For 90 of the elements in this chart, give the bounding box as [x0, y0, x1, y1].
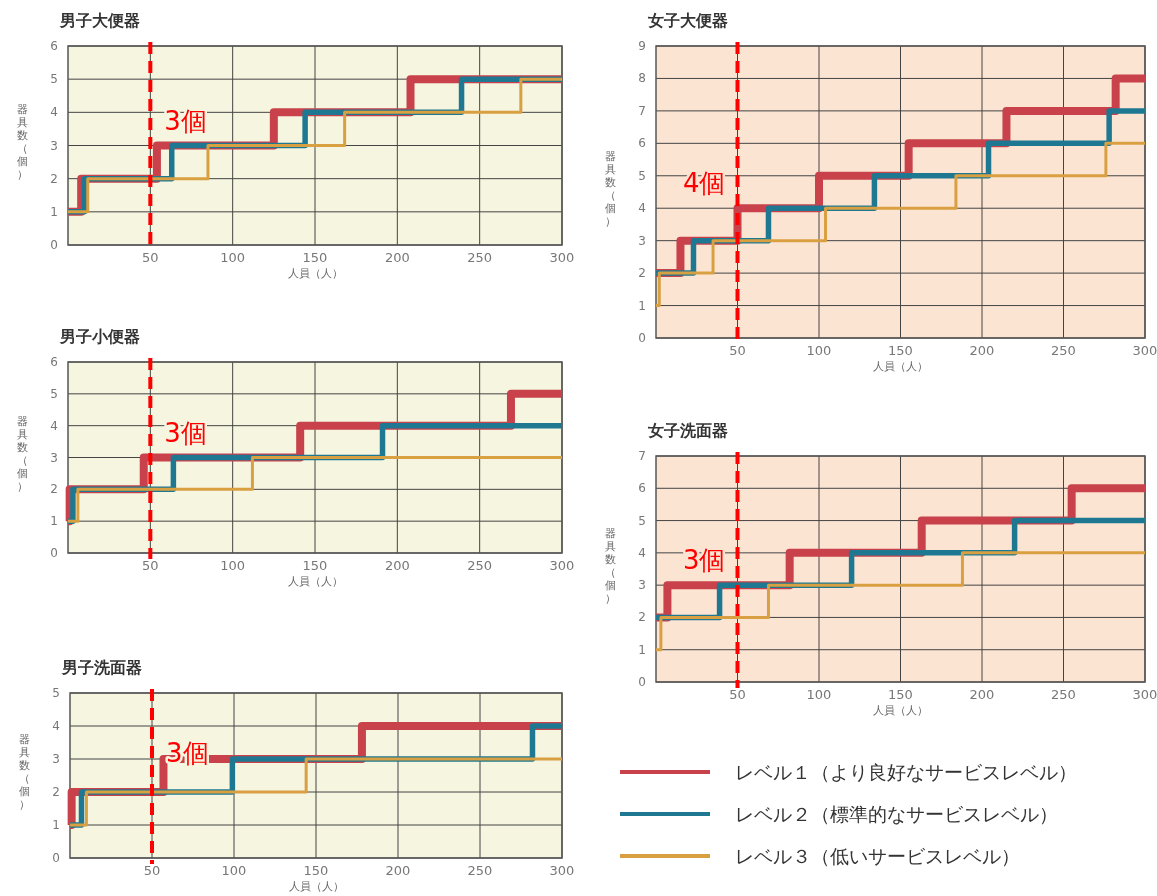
y-tick-label: 3	[50, 450, 58, 465]
chart-title: 男子小便器	[59, 327, 140, 346]
x-tick-label: 250	[467, 250, 493, 265]
y-tick-label: 3	[638, 578, 646, 593]
y-tick-label: 4	[50, 418, 58, 433]
x-tick-label: 250	[1051, 687, 1076, 702]
x-axis-title: 人員（人）	[873, 360, 928, 373]
legend-label: レベル１（より良好なサービスレベル）	[735, 761, 1077, 783]
x-tick-label: 50	[143, 863, 161, 878]
y-tick-label: 5	[50, 386, 58, 401]
x-tick-label: 150	[303, 863, 329, 878]
y-tick-label: 6	[50, 39, 58, 53]
y-tick-label: 4	[52, 719, 60, 733]
annotation: 3個	[164, 105, 207, 136]
y-tick-label: 1	[50, 514, 58, 529]
annotation: 3個	[164, 418, 207, 449]
chart-title: 男子洗面器	[61, 658, 142, 677]
y-tick-label: 5	[638, 168, 646, 183]
y-tick-label: 1	[638, 642, 646, 657]
x-axis-title: 人員（人）	[873, 704, 928, 717]
x-tick-label: 200	[384, 250, 410, 265]
y-tick-label: 6	[50, 355, 58, 369]
y-tick-label: 5	[638, 513, 646, 528]
y-axis-title: 器具数（個）	[604, 149, 616, 228]
y-tick-label: 2	[50, 171, 58, 186]
y-tick-label: 0	[638, 331, 646, 345]
y-tick-label: 5	[50, 72, 58, 87]
x-tick-label: 200	[969, 687, 995, 702]
x-tick-label: 100	[221, 863, 247, 878]
x-axis-title: 人員（人）	[287, 575, 343, 588]
x-tick-label: 100	[806, 687, 832, 702]
y-tick-label: 0	[50, 546, 58, 560]
y-axis-title: 器具数（個）	[16, 415, 28, 493]
y-tick-label: 2	[52, 785, 60, 799]
x-tick-label: 150	[888, 687, 913, 702]
x-tick-label: 50	[729, 343, 746, 358]
x-tick-label: 100	[220, 250, 246, 265]
x-tick-label: 300	[1132, 343, 1157, 358]
x-tick-label: 50	[142, 558, 159, 573]
y-tick-label: 6	[638, 136, 646, 151]
x-tick-label: 150	[302, 558, 328, 573]
annotation: 4個	[682, 168, 726, 198]
y-tick-label: 2	[638, 266, 646, 281]
x-tick-label: 300	[549, 863, 575, 878]
y-tick-label: 2	[50, 482, 58, 497]
x-tick-label: 150	[302, 250, 328, 265]
y-tick-label: 7	[638, 103, 646, 118]
x-tick-label: 50	[729, 687, 746, 702]
x-tick-label: 100	[220, 558, 246, 573]
y-tick-label: 0	[50, 238, 58, 252]
y-tick-label: 4	[50, 105, 58, 120]
y-tick-label: 4	[638, 545, 646, 560]
y-tick-label: 3	[50, 138, 58, 153]
x-tick-label: 300	[549, 558, 575, 573]
y-tick-label: 1	[638, 298, 646, 313]
x-tick-label: 150	[888, 343, 913, 358]
y-tick-label: 3	[52, 752, 60, 766]
x-axis-title: 人員（人）	[287, 267, 343, 280]
y-axis-title: 器具数（個）	[604, 526, 616, 605]
x-tick-label: 250	[467, 558, 493, 573]
y-tick-label: 0	[52, 851, 60, 865]
x-tick-label: 100	[806, 343, 832, 358]
x-tick-label: 200	[384, 558, 410, 573]
y-axis-title: 器具数（個）	[18, 733, 30, 811]
y-tick-label: 1	[52, 818, 60, 832]
x-tick-label: 250	[467, 863, 493, 878]
chart-title: 女子洗面器	[647, 421, 728, 440]
y-tick-label: 2	[638, 610, 646, 625]
chart-title: 男子大便器	[59, 11, 140, 30]
legend-label: レベル３（低いサービスレベル）	[735, 845, 1020, 867]
y-tick-label: 7	[638, 449, 646, 463]
x-tick-label: 50	[142, 250, 159, 265]
y-tick-label: 4	[638, 201, 646, 216]
x-tick-label: 250	[1051, 343, 1076, 358]
x-tick-label: 200	[385, 863, 411, 878]
y-tick-label: 8	[638, 71, 646, 86]
y-tick-label: 0	[638, 675, 646, 689]
legend-label: レベル２（標準的なサービスレベル）	[735, 803, 1058, 825]
y-tick-label: 5	[52, 686, 60, 700]
y-tick-label: 1	[50, 204, 58, 219]
y-tick-label: 9	[638, 39, 646, 53]
x-tick-label: 300	[1132, 687, 1157, 702]
x-tick-label: 200	[969, 343, 995, 358]
y-tick-label: 6	[638, 481, 646, 496]
chart-title: 女子大便器	[647, 11, 728, 30]
annotation: 3個	[682, 545, 726, 575]
x-axis-title: 人員（人）	[288, 880, 344, 893]
x-tick-label: 300	[549, 250, 575, 265]
y-tick-label: 3	[638, 233, 646, 248]
y-axis-title: 器具数（個）	[16, 103, 28, 181]
